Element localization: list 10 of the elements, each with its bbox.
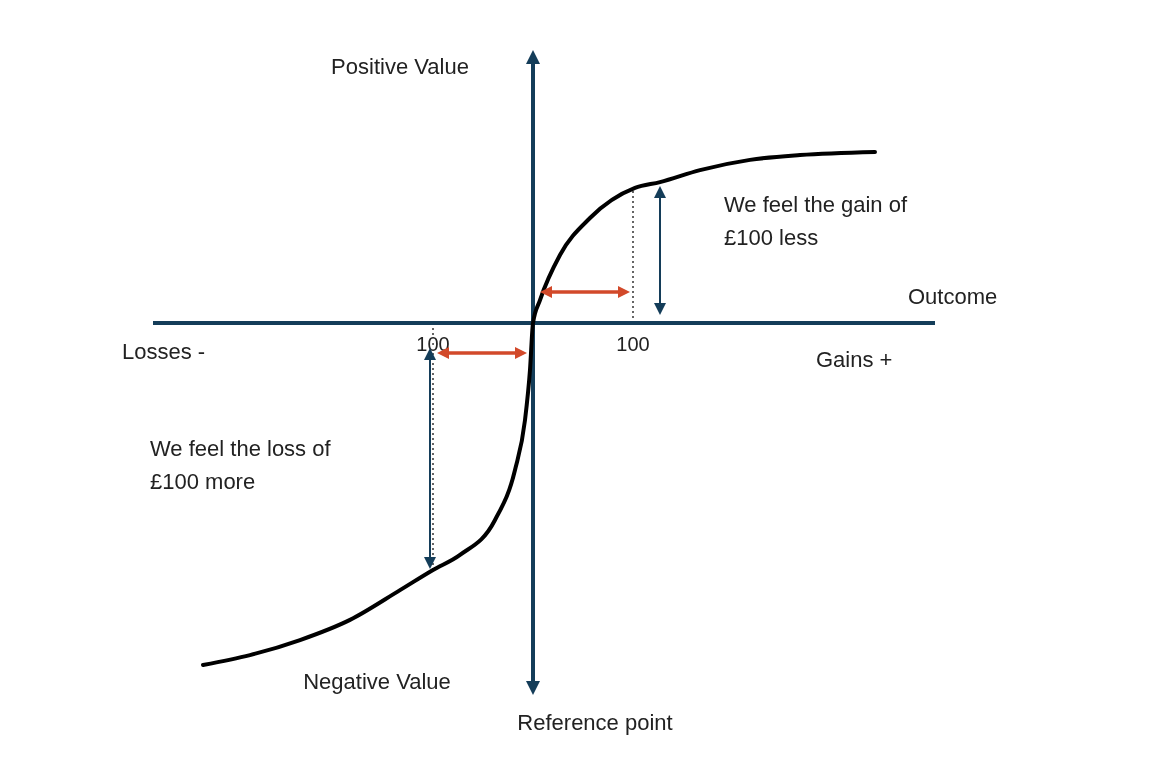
text: Positive Value bbox=[331, 54, 469, 79]
annotation: Gains + bbox=[816, 347, 893, 372]
x-tick-label: 100 bbox=[616, 333, 650, 355]
annotation: Losses - bbox=[122, 339, 206, 364]
text: Reference point bbox=[517, 710, 673, 735]
x-tick-label: 100 bbox=[416, 333, 450, 355]
annotation: We feel the gain of £100 less bbox=[724, 192, 908, 250]
text: Negative Value bbox=[303, 669, 451, 694]
annotation: We feel the loss of £100 more bbox=[150, 436, 332, 494]
annotation: Outcome bbox=[908, 284, 998, 309]
